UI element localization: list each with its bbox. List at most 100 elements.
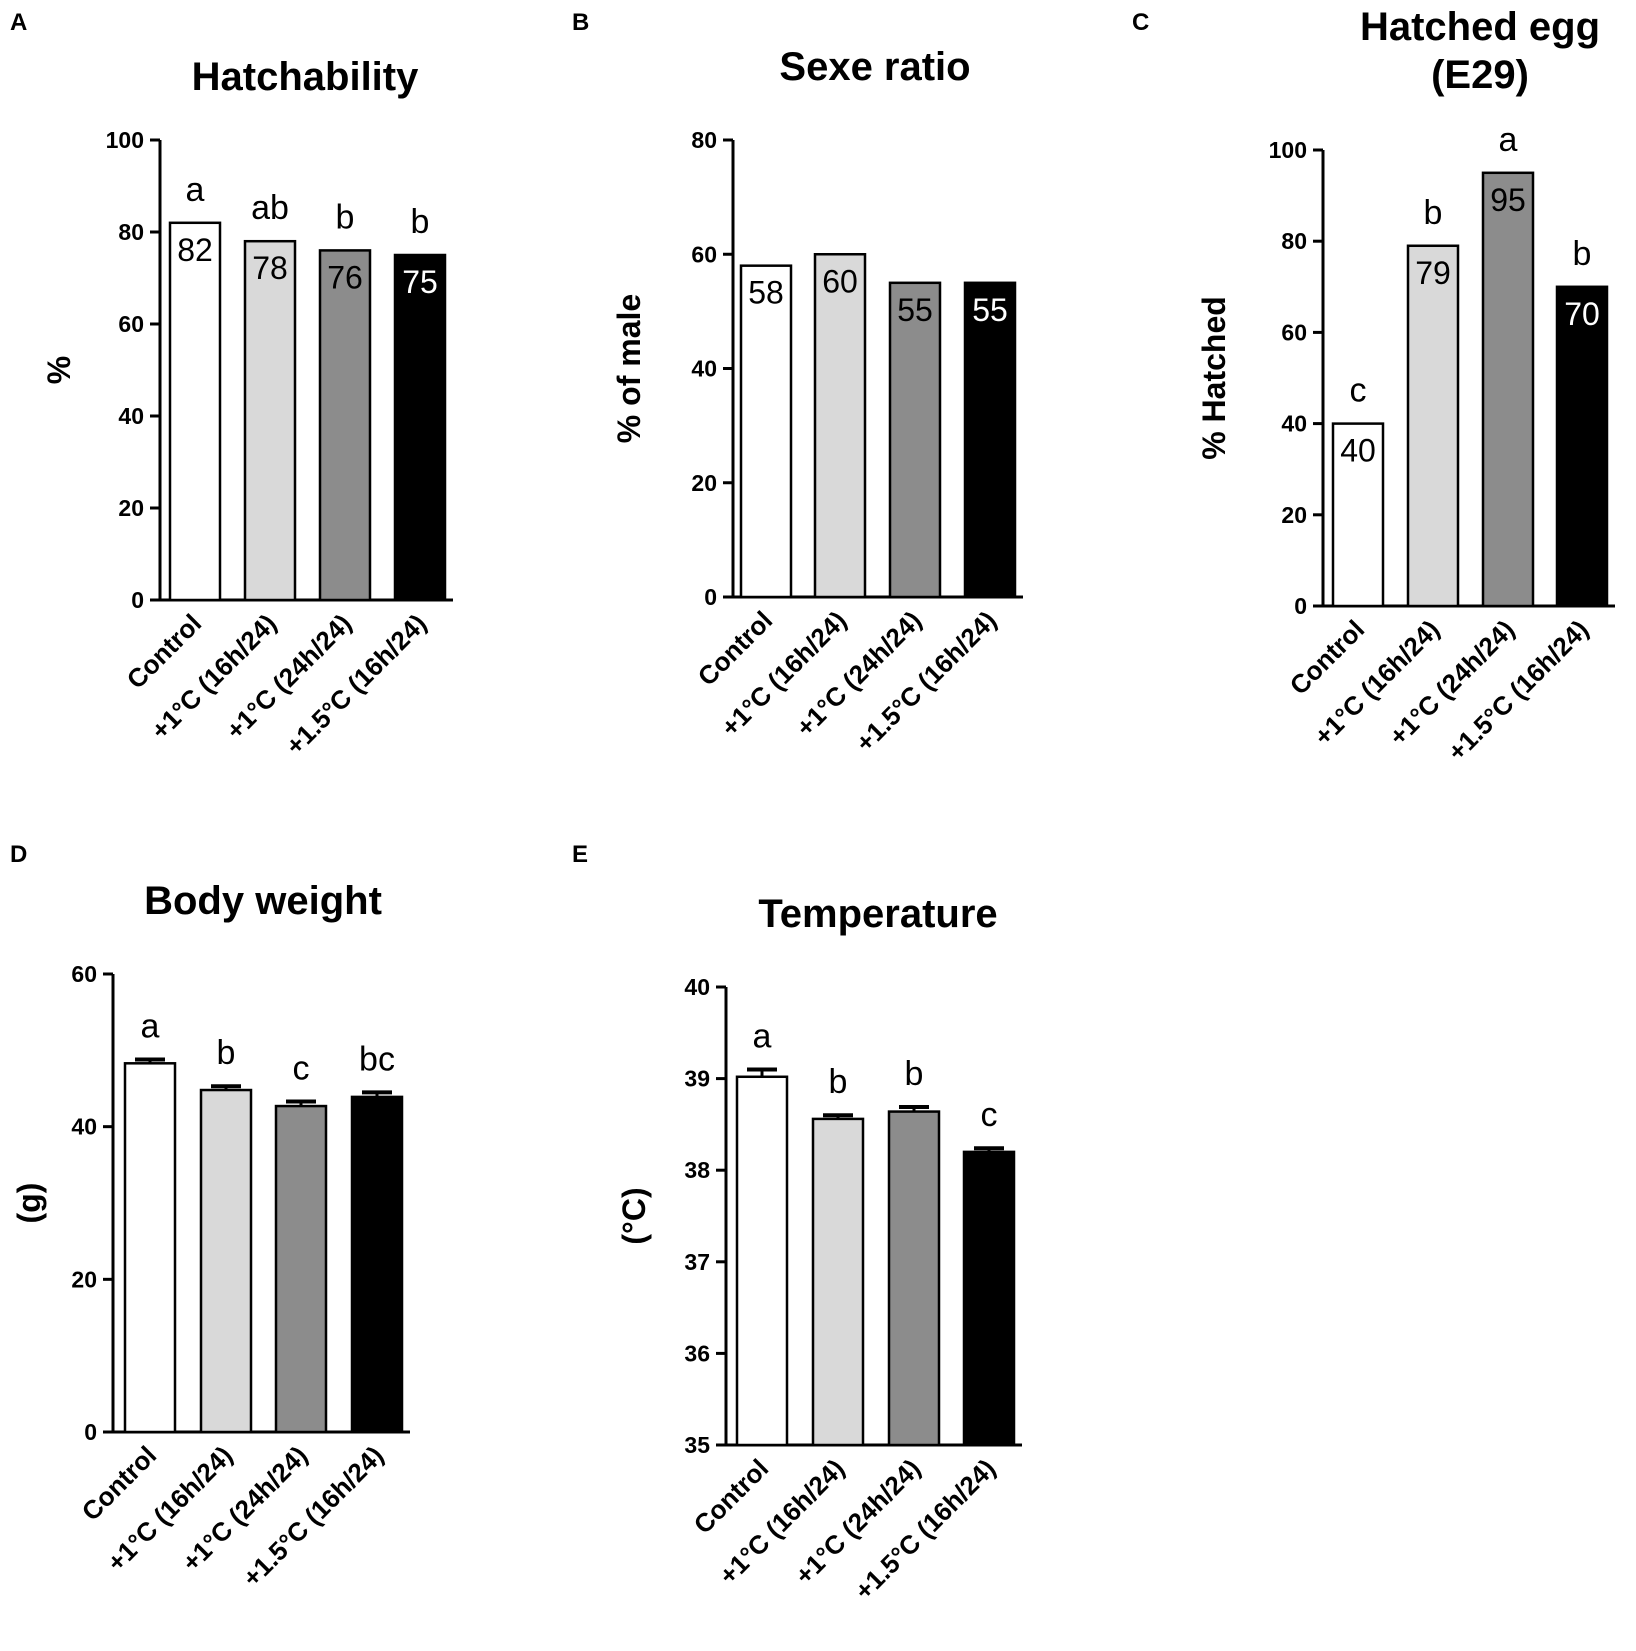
bar — [963, 281, 1017, 599]
significance-letter: a — [753, 1017, 772, 1055]
y-tick-label: 60 — [691, 241, 717, 267]
chart-title: Hatchability — [192, 55, 419, 99]
panel-c: C Hatched egg(E29) 0 20 40 60 80 100 % Hatched 40… — [1132, 5, 1615, 767]
significance-letter: b — [217, 1034, 236, 1072]
y-tick-label: 40 — [1281, 411, 1307, 437]
y-axis-label: (°C) — [616, 1187, 652, 1244]
bar — [1555, 285, 1609, 608]
y-tick-label: 38 — [684, 1157, 710, 1183]
bar — [123, 1062, 177, 1434]
bar-value-label: 82 — [177, 232, 213, 268]
bar — [393, 253, 447, 602]
y-tick-label: 100 — [106, 127, 144, 153]
bar — [811, 1117, 865, 1447]
y-tick-label: 100 — [1269, 137, 1307, 163]
bar-value-label: 40 — [1340, 433, 1376, 469]
chart-title: Body weight — [144, 879, 382, 923]
bar-value-label: 76 — [327, 259, 363, 295]
bar-value-label: 55 — [972, 292, 1008, 328]
panel-letter: E — [572, 841, 588, 868]
significance-letter: c — [1350, 372, 1367, 410]
panel-letter: B — [572, 9, 589, 36]
significance-letter: a — [141, 1007, 160, 1045]
x-category-label: +1.5°C (16h/24) — [849, 1453, 1002, 1606]
y-tick-label: 20 — [691, 470, 717, 496]
bar — [318, 249, 372, 602]
significance-letter: c — [293, 1049, 310, 1087]
y-tick-label: 0 — [1294, 593, 1307, 619]
y-tick-label: 80 — [691, 127, 717, 153]
bar — [735, 1075, 789, 1447]
bar-value-label: 60 — [822, 263, 858, 299]
chart-title: Hatched egg — [1360, 5, 1600, 49]
y-tick-label: 60 — [71, 961, 97, 987]
bar — [243, 239, 297, 602]
significance-letter: b — [411, 203, 430, 241]
bar — [888, 281, 942, 599]
significance-letter: b — [336, 198, 355, 236]
x-category-label: +1.5°C (16h/24) — [850, 605, 1003, 758]
y-tick-label: 20 — [1281, 502, 1307, 528]
significance-letter: b — [1573, 235, 1592, 273]
y-tick-label: 37 — [684, 1249, 710, 1275]
y-tick-label: 39 — [684, 1066, 710, 1092]
x-category-label: +1.5°C (16h/24) — [280, 608, 433, 761]
bar — [1331, 422, 1385, 608]
bar — [1481, 171, 1535, 608]
bar — [962, 1150, 1016, 1447]
y-tick-label: 35 — [684, 1432, 710, 1458]
bar-value-label: 75 — [402, 264, 438, 300]
bar-value-label: 78 — [252, 250, 288, 286]
y-tick-label: 60 — [118, 311, 144, 337]
bar-value-label: 95 — [1490, 182, 1526, 218]
panel-e: ETemperature353637383940(°C)aControlb+1°… — [572, 841, 1022, 1606]
bar — [168, 221, 222, 602]
y-tick-label: 36 — [684, 1340, 710, 1366]
x-category-label: +1.5°C (16h/24) — [237, 1440, 390, 1593]
y-axis-label: (g) — [11, 1183, 47, 1224]
significance-letter: a — [1499, 121, 1518, 159]
panel-letter: C — [1132, 9, 1149, 36]
bar-value-label: 70 — [1564, 296, 1600, 332]
significance-letter: ab — [251, 189, 289, 227]
y-axis-label: % of male — [611, 294, 647, 443]
y-tick-label: 0 — [131, 587, 144, 613]
bar — [274, 1104, 328, 1434]
bar-value-label: 55 — [897, 292, 933, 328]
panel-letter: A — [10, 9, 27, 36]
bar — [813, 253, 867, 599]
y-axis-label: % Hatched — [1196, 296, 1232, 460]
chart-title: (E29) — [1431, 53, 1529, 97]
chart-title: Temperature — [758, 892, 997, 936]
significance-letter: a — [186, 171, 205, 209]
bar-value-label: 79 — [1415, 255, 1451, 291]
bar — [739, 264, 793, 599]
significance-letter: b — [1424, 194, 1443, 232]
significance-letter: c — [981, 1096, 998, 1134]
panel-a: AHatchability020406080100%82aControl78ab… — [10, 9, 453, 761]
significance-letter: b — [829, 1063, 848, 1101]
y-tick-label: 20 — [118, 495, 144, 521]
y-tick-label: 0 — [704, 584, 717, 610]
y-tick-label: 40 — [691, 356, 717, 382]
bar — [887, 1110, 941, 1447]
bar — [1406, 244, 1460, 608]
y-tick-label: 40 — [118, 403, 144, 429]
bar — [350, 1095, 404, 1434]
bar — [199, 1088, 253, 1434]
chart-title: Sexe ratio — [779, 45, 970, 89]
panel-letter: D — [10, 841, 27, 868]
y-tick-label: 0 — [84, 1419, 97, 1445]
y-tick-label: 80 — [1281, 228, 1307, 254]
bar-value-label: 58 — [748, 275, 784, 311]
y-tick-label: 60 — [1281, 319, 1307, 345]
y-tick-label: 40 — [684, 974, 710, 1000]
y-tick-label: 80 — [118, 219, 144, 245]
y-tick-label: 40 — [71, 1114, 97, 1140]
significance-letter: bc — [359, 1040, 395, 1078]
significance-letter: b — [905, 1055, 924, 1093]
y-tick-label: 20 — [71, 1266, 97, 1292]
